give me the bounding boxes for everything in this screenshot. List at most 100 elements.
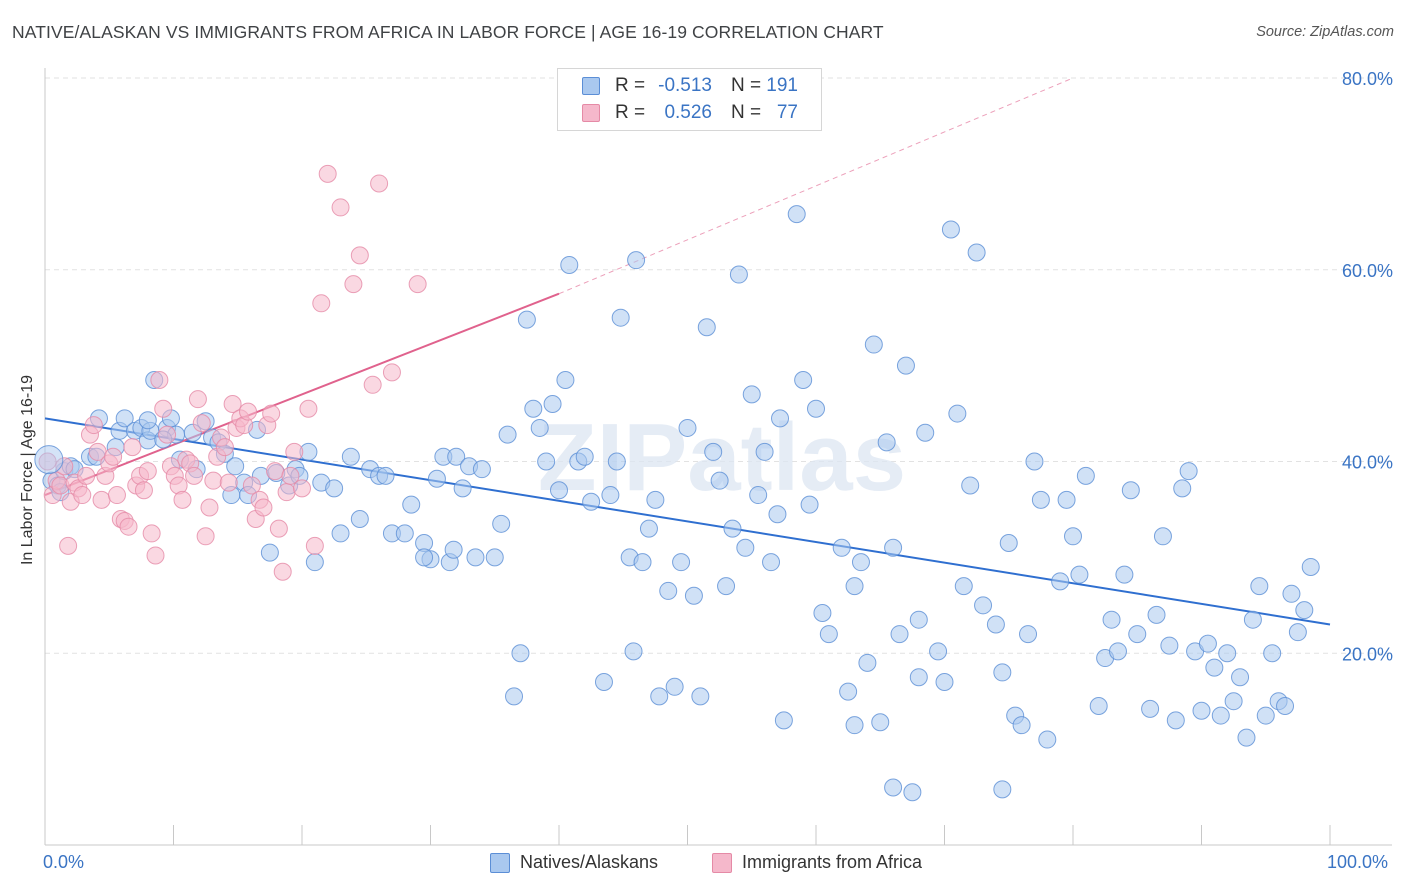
immigrant-point [266,462,285,481]
native-point [1179,462,1198,481]
native-point [1211,706,1230,725]
source-label: Source: ZipAtlas.com [1256,24,1394,40]
immigrant-point [77,466,96,485]
native-point [1115,565,1134,584]
native-point [472,460,491,479]
immigrant-point [154,399,173,418]
native-point [1192,701,1211,720]
grid-lines [45,77,1392,654]
native-point [1173,479,1192,498]
native-point [762,553,781,572]
native-point [684,586,703,605]
native-point [742,385,761,404]
native-point [1128,625,1147,644]
immigrant-point [185,466,204,485]
legend-n-value: 191 [766,75,798,96]
native-point [884,778,903,797]
native-point [851,553,870,572]
native-point [453,479,472,498]
legend-r-label: R = [615,102,646,123]
y-tick-labels: 20.0% 40.0% 60.0% 80.0% [1342,69,1393,664]
legend-n-value: 77 [776,102,798,123]
native-point [444,540,463,559]
native-point [498,425,517,444]
native-point [1076,466,1095,485]
native-point [537,452,556,471]
native-point [1102,610,1121,629]
native-point [771,409,790,428]
y-tick-label: 40.0% [1342,453,1393,473]
immigrant-point [138,462,157,481]
y-tick-label: 20.0% [1342,644,1393,664]
native-point [447,447,466,466]
native-point [1141,699,1160,718]
immigrant-point [299,399,318,418]
native-point [650,687,669,706]
native-point [1231,668,1250,687]
native-point [903,783,922,802]
immigrant-point [273,562,292,581]
native-point [768,505,787,524]
native-point [986,615,1005,634]
native-point [961,476,980,495]
immigrant-point [219,473,238,492]
immigrant-point [134,481,153,500]
legend-row-natives: R = -0.513 N = 191 [558,74,821,100]
native-point [858,653,877,672]
native-point [627,251,646,270]
native-point [1224,692,1243,711]
legend-n-label: N = [731,102,762,123]
native-point [787,205,806,224]
native-point [1025,452,1044,471]
immigrant-point [370,174,389,193]
native-point [1089,696,1108,715]
native-point [1121,481,1140,500]
native-point [485,548,504,567]
x-tick-label-max: 100.0% [1327,852,1389,872]
immigrant-point [104,447,123,466]
native-point [717,577,736,596]
native-point [1237,728,1256,747]
immigrant-point [262,404,281,423]
immigrant-point [242,476,261,495]
native-point [954,577,973,596]
native-point [582,492,601,511]
immigrant-point [84,416,103,435]
immigrant-point [200,498,219,517]
native-point [1031,490,1050,509]
native-point [877,433,896,452]
native-point [427,469,446,488]
native-point [575,447,594,466]
native-point [794,371,813,390]
immigrant-point [142,524,161,543]
native-point [948,404,967,423]
native-point [341,447,360,466]
native-point [909,668,928,687]
native-point [1276,696,1295,715]
native-point [1057,490,1076,509]
native-point [864,335,883,354]
data-points [34,164,1320,802]
native-point [845,577,864,596]
immigrant-point [173,490,192,509]
native-point [665,677,684,696]
native-point [611,308,630,327]
native-point [402,495,421,514]
native-point [1070,565,1089,584]
bottom-legend-label-natives: Natives/Alaskans [520,852,659,872]
native-point [1218,644,1237,663]
native-point [524,399,543,418]
native-point [226,457,245,476]
immigrant-point [59,536,78,555]
native-point [807,399,825,418]
native-point [138,411,157,430]
bottom-legend-swatch-natives [490,853,510,873]
native-point [260,543,279,562]
native-point [511,644,530,663]
immigrant-point [305,536,324,555]
legend-row-immigrants: R = 0.526 N = 77 [558,101,821,127]
native-point [624,642,643,661]
correlation-legend: R = -0.513 N = 191 R = 0.526 N = 77 [557,68,822,131]
y-axis-label: In Labor Force | Age 16-19 [19,374,36,566]
immigrant-point [331,198,350,217]
